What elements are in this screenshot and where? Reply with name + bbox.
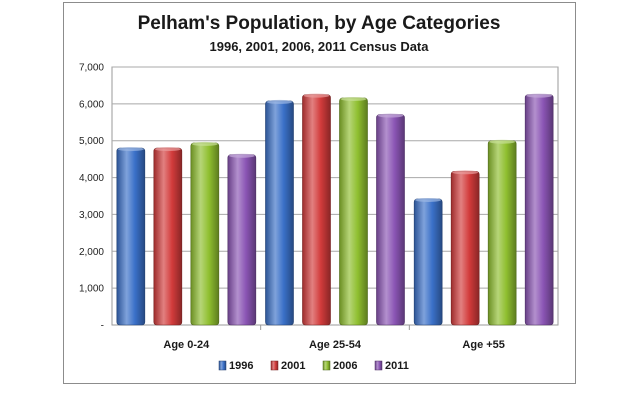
- legend-swatch-1996: [218, 360, 227, 371]
- bar-top-highlight: [154, 147, 181, 152]
- y-tick-label: 1,000: [79, 284, 104, 295]
- y-tick-label: 7,000: [79, 63, 104, 74]
- bar-top-highlight: [191, 141, 218, 146]
- bar-top-highlight: [526, 93, 553, 98]
- bars: [116, 93, 554, 326]
- y-tick-label: 5,000: [79, 136, 104, 147]
- legend-label-2001: 2001: [281, 360, 305, 372]
- legend-label-1996: 1996: [229, 360, 253, 372]
- legend-label-2011: 2011: [385, 360, 409, 372]
- bar-2006-1: [339, 97, 368, 326]
- legend-label-2006: 2006: [333, 360, 357, 372]
- bar-2011-0: [227, 154, 257, 326]
- bar-top-highlight: [117, 147, 144, 152]
- x-category-label: Age 25-54: [309, 339, 362, 351]
- y-tick-label: 4,000: [79, 173, 104, 184]
- x-category-label: Age 0-24: [163, 339, 210, 351]
- bar-2001-2: [450, 171, 480, 326]
- gridlines: [112, 66, 558, 289]
- legend-swatch-2001: [270, 360, 279, 371]
- y-tick-label: -: [101, 321, 104, 332]
- bar-top-highlight: [266, 99, 293, 104]
- y-tick-label: 2,000: [79, 247, 104, 258]
- y-tick-label: 6,000: [79, 99, 104, 110]
- bar-top-highlight: [228, 153, 255, 158]
- bar-top-highlight: [377, 113, 404, 118]
- bar-2011-2: [524, 94, 554, 326]
- bar-top-highlight: [489, 139, 516, 144]
- bar-2001-0: [153, 147, 183, 326]
- bar-top-highlight: [415, 197, 442, 202]
- chart-frame: Pelham's Population, by Age Categories 1…: [63, 2, 576, 384]
- bar-1996-1: [265, 100, 294, 326]
- x-axis: Age 0-24 Age 25-54 Age +55: [163, 325, 505, 351]
- bar-top-highlight: [452, 170, 479, 175]
- legend-swatch-2011: [374, 360, 383, 371]
- bar-1996-2: [413, 198, 443, 326]
- y-axis: - 1,000 2,000 3,000 4,000 5,000 6,000 7,000: [79, 63, 104, 332]
- legend: 1996 2001 2006 2011: [218, 360, 409, 372]
- plot-area: [111, 66, 559, 326]
- legend-swatch-2006: [322, 360, 331, 371]
- bar-top-highlight: [303, 93, 330, 98]
- bar-2001-1: [302, 94, 331, 326]
- x-category-label: Age +55: [462, 339, 505, 351]
- bar-2011-1: [376, 114, 405, 326]
- bar-1996-0: [116, 147, 146, 326]
- chart-title: Pelham's Population, by Age Categories: [138, 13, 501, 34]
- bar-top-highlight: [340, 96, 367, 101]
- bar-2006-2: [487, 140, 517, 326]
- chart-subtitle: 1996, 2001, 2006, 2011 Census Data: [210, 39, 430, 54]
- bar-chart: Pelham's Population, by Age Categories 1…: [79, 13, 559, 372]
- bar-2006-0: [190, 142, 220, 326]
- y-tick-label: 3,000: [79, 210, 104, 221]
